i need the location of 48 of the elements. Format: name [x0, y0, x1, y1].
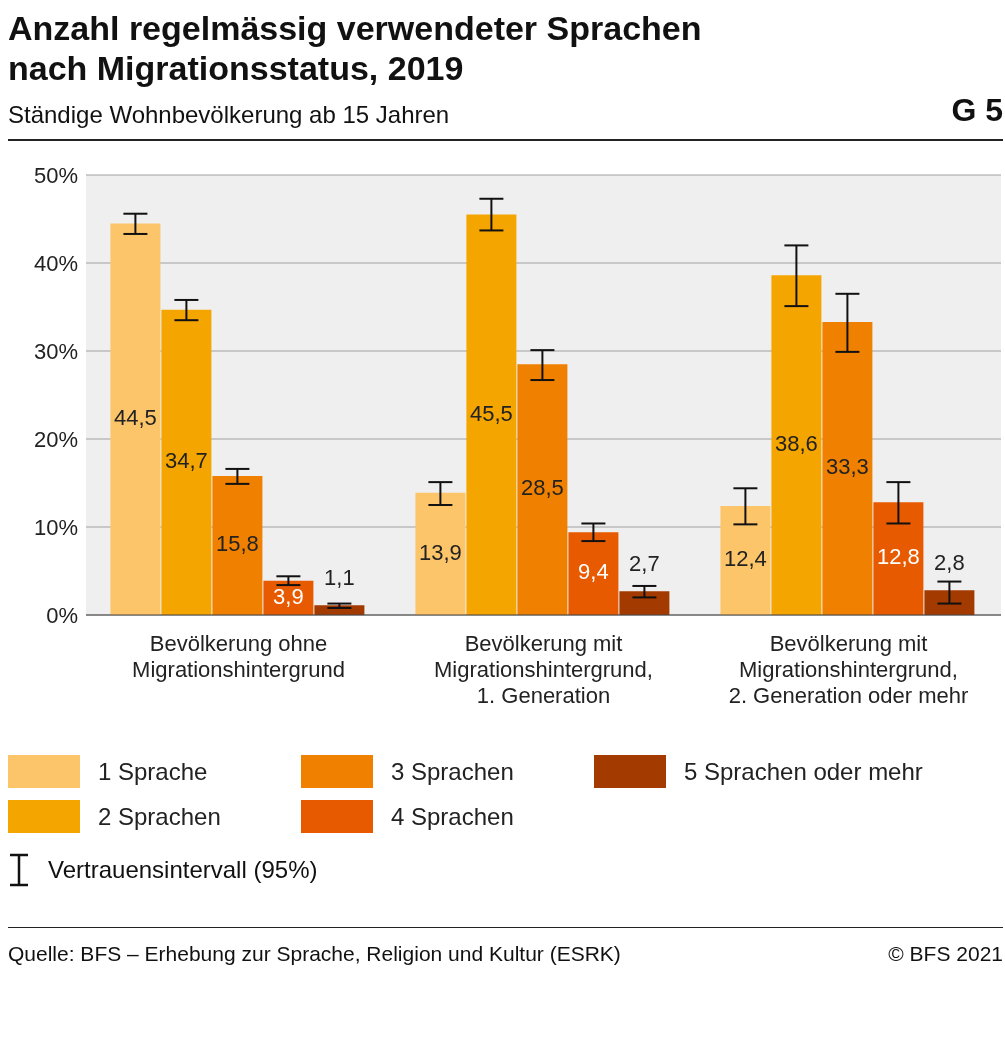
- bar: [822, 321, 873, 615]
- data-label: 12,8: [876, 544, 920, 570]
- x-tick-label: Bevölkerung mit Migrationshintergrund, 1. Generation: [434, 631, 653, 708]
- y-tick-label: 10%: [33, 514, 78, 540]
- text: G 5: [951, 92, 1003, 129]
- legend-label: 5 Sprachen oder mehr: [683, 756, 924, 787]
- data-label: 38,6: [774, 430, 818, 456]
- data-label: 15,8: [215, 531, 259, 557]
- data-label: 12,4: [723, 546, 767, 572]
- y-tick-label: 0%: [46, 602, 78, 628]
- data-label: 3,9: [273, 583, 304, 609]
- legend-label: 1 Sprache: [97, 756, 209, 787]
- chart-title: Anzahl regelmässig verwendeter Sprachen nach Migrationsstatus, 2019: [8, 8, 703, 88]
- y-tick-label: 20%: [33, 426, 78, 452]
- data-label: 33,3: [825, 454, 869, 480]
- text: Vertrauensintervall (95%): [47, 855, 319, 885]
- bar: [415, 492, 466, 615]
- bar: [771, 275, 822, 615]
- bar: [161, 309, 212, 615]
- bar: [568, 532, 619, 615]
- data-label: 9,4: [578, 559, 609, 585]
- data-label: 28,5: [520, 475, 564, 501]
- data-label: 1,1: [324, 565, 355, 591]
- bar: [924, 590, 975, 615]
- bar: [619, 591, 670, 615]
- bar: [873, 502, 924, 615]
- bar: [466, 214, 517, 615]
- data-label: 34,7: [164, 448, 208, 474]
- y-tick-label: 30%: [33, 338, 78, 364]
- data-label: 2,8: [934, 550, 965, 576]
- data-label: 44,5: [113, 405, 157, 431]
- bar: [517, 364, 568, 615]
- data-label: 13,9: [418, 539, 462, 565]
- y-tick-label: 40%: [33, 250, 78, 276]
- data-label: 2,7: [629, 551, 660, 577]
- source-note: Quelle: BFS – Erhebung zur Sprache, Religion und Kultur (ESRK): [8, 942, 621, 966]
- text: © BFS 2021: [888, 942, 1003, 966]
- data-label: 45,5: [469, 400, 513, 426]
- bar: [110, 223, 161, 615]
- legend-label: 3 Sprachen: [390, 756, 515, 787]
- x-tick-label: Bevölkerung ohne Migrationshintergrund: [132, 631, 345, 682]
- y-tick-label: 50%: [33, 162, 78, 188]
- bar: [720, 505, 771, 615]
- legend-label: 2 Sprachen: [97, 801, 222, 832]
- chart-subtitle: Ständige Wohnbevölkerung ab 15 Jahren: [8, 101, 450, 129]
- x-tick-label: Bevölkerung mit Migrationshintergrund, 2. Generation oder mehr: [728, 631, 969, 708]
- bar: [212, 475, 263, 615]
- legend-label: 4 Sprachen: [390, 801, 515, 832]
